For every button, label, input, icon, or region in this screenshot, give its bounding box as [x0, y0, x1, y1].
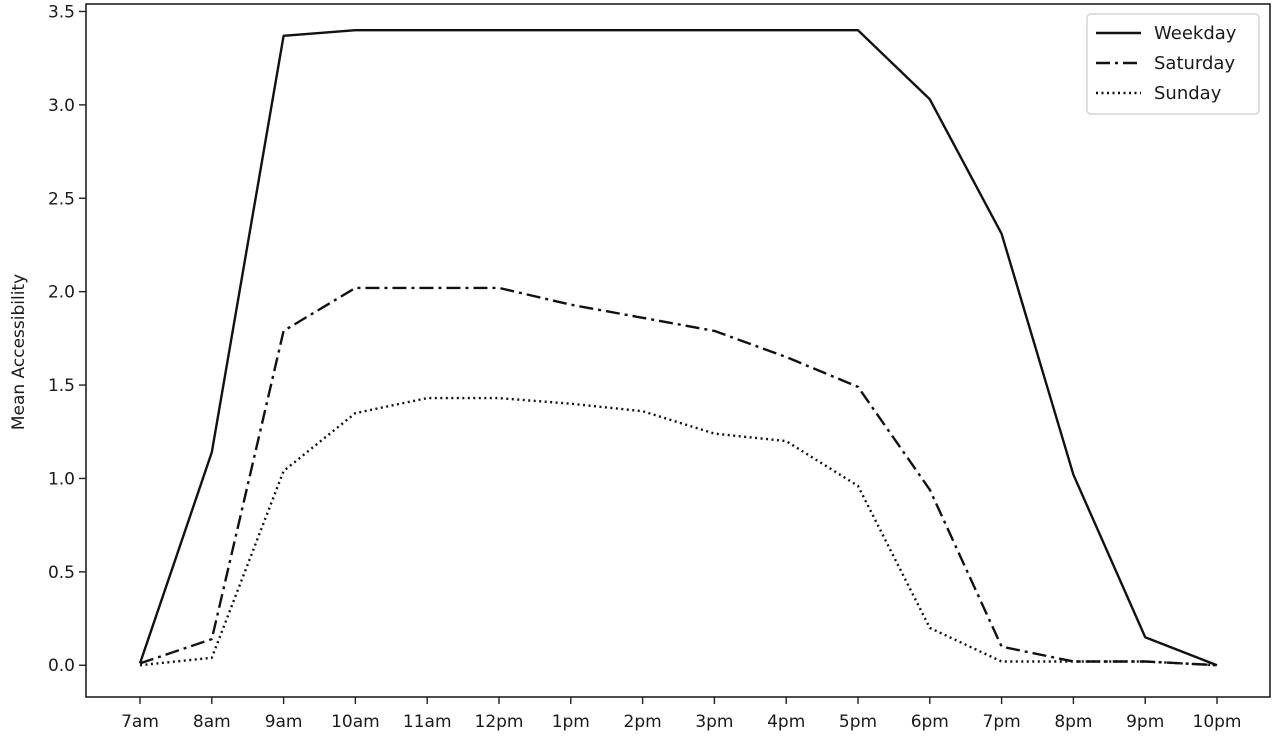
legend-label-saturday: Saturday	[1154, 53, 1235, 74]
x-tick-label: 3pm	[695, 712, 733, 732]
y-tick-label: 3.5	[48, 2, 75, 22]
x-tick-label: 5pm	[839, 712, 877, 732]
x-tick-label: 9am	[265, 712, 303, 732]
legend-label-weekday: Weekday	[1154, 23, 1237, 44]
y-axis: 0.0 0.5 1.0 1.5 2.0 2.5 3.0 3.5	[48, 2, 86, 676]
plot-area	[85, 3, 1271, 698]
y-tick-label: 1.0	[48, 469, 75, 489]
x-tick-label: 10pm	[1193, 712, 1242, 732]
y-tick-label: 2.0	[48, 283, 75, 303]
x-tick-label: 10am	[331, 712, 380, 732]
x-tick-label: 7am	[121, 712, 159, 732]
series-line-weekday	[138, 29, 1218, 667]
x-tick-label: 9pm	[1126, 712, 1164, 732]
x-tick-label: 4pm	[767, 712, 805, 732]
y-tick-label: 2.5	[48, 189, 75, 209]
y-tick-label: 0.0	[48, 656, 75, 676]
y-tick-label: 1.5	[48, 376, 75, 396]
x-tick-label: 11am	[403, 712, 452, 732]
series-lines	[138, 29, 1218, 667]
y-tick-label: 3.0	[48, 96, 75, 116]
x-axis: 7am 8am 9am 10am 11am 12pm 1pm 2pm 3pm 4pm 5pm 6pm 7…	[121, 697, 1241, 732]
x-tick-label: 1pm	[552, 712, 590, 732]
y-tick-label: 0.5	[48, 563, 75, 583]
legend-label-sunday: Sunday	[1154, 83, 1222, 104]
x-tick-label: 6pm	[911, 712, 949, 732]
x-tick-label: 8pm	[1054, 712, 1092, 732]
x-tick-label: 2pm	[624, 712, 662, 732]
y-axis-label: Mean Accessibility	[9, 274, 29, 430]
legend-box	[1086, 13, 1260, 115]
x-tick-label: 7pm	[983, 712, 1021, 732]
legend: Weekday Saturday Sunday	[1086, 13, 1260, 115]
x-tick-label: 8am	[193, 712, 231, 732]
series-line-saturday	[139, 286, 1218, 667]
x-tick-label: 12pm	[475, 712, 524, 732]
